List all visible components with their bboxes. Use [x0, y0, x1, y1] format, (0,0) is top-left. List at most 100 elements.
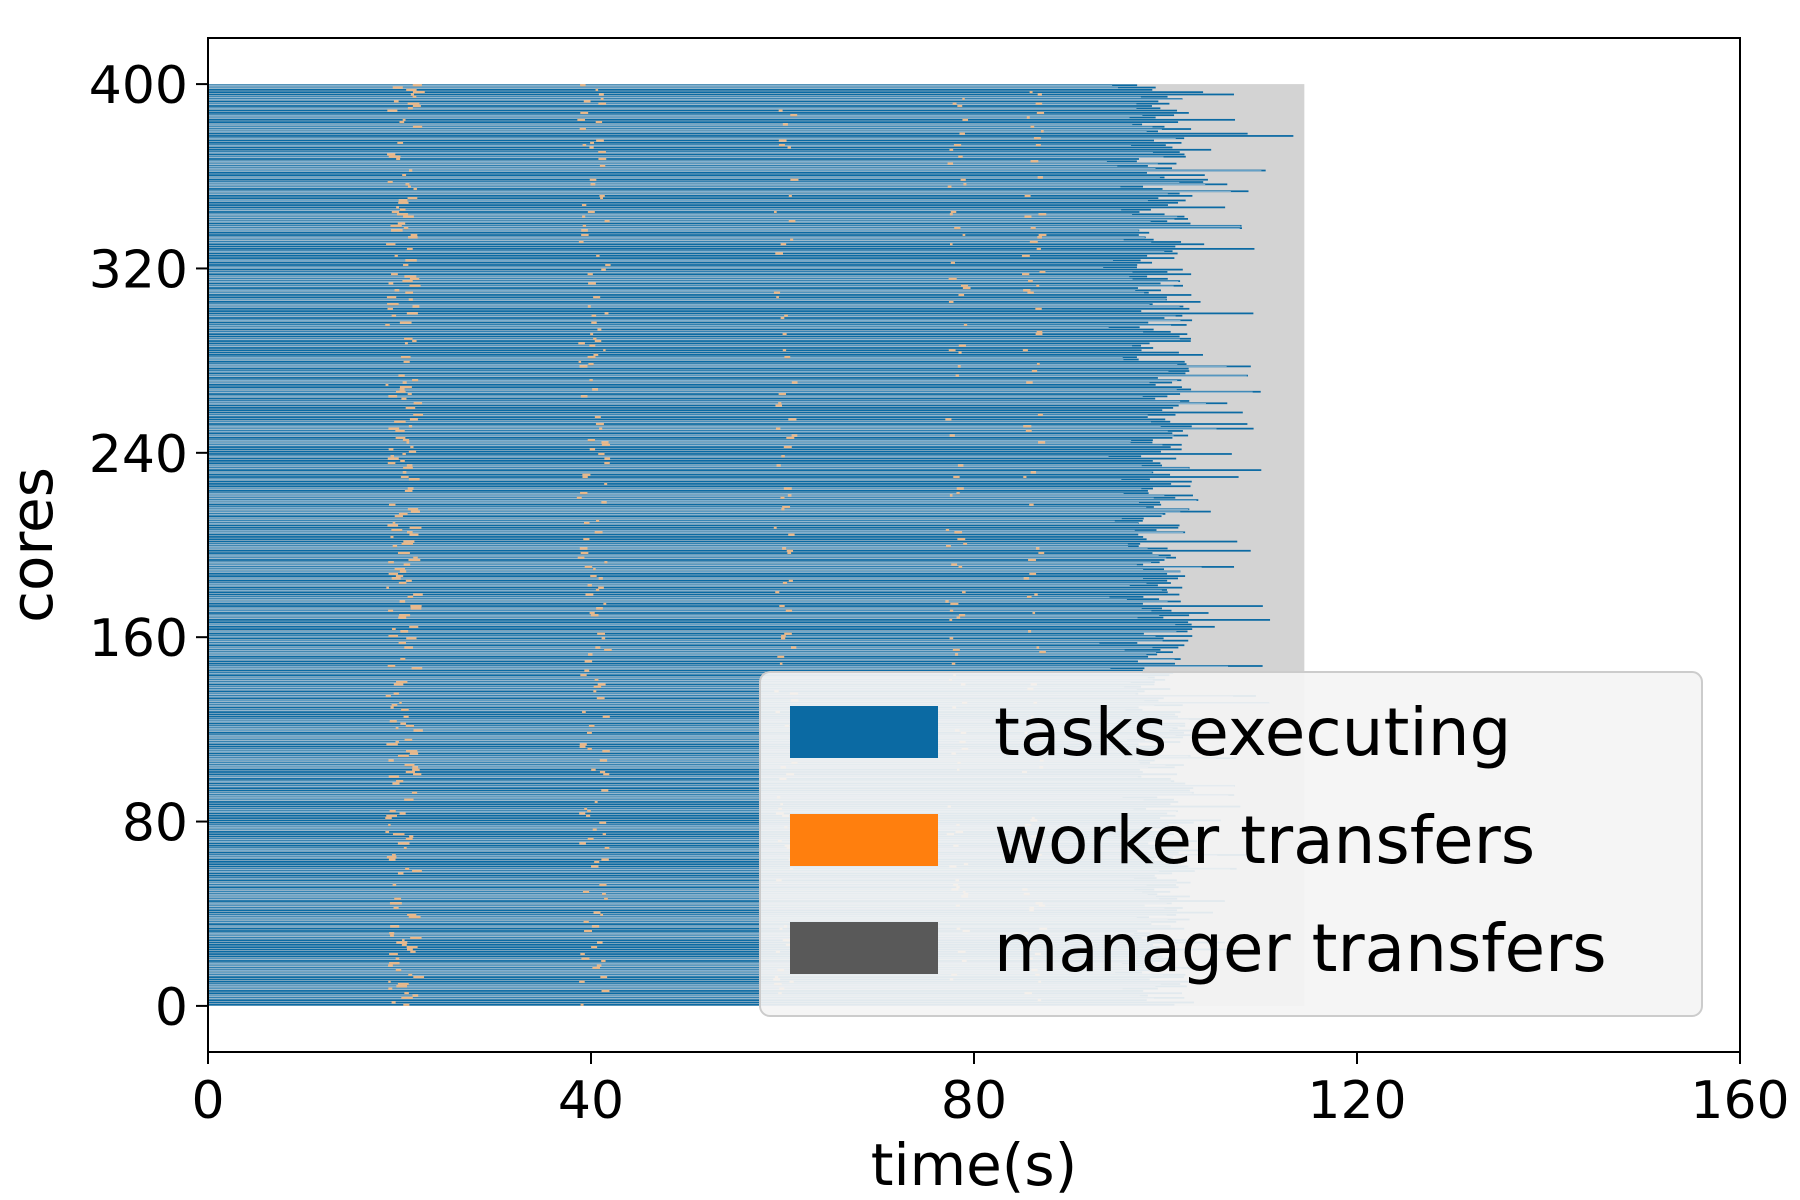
task-bar: [208, 851, 1179, 854]
worker-transfer-mark: [396, 157, 401, 161]
worker-transfer-mark: [393, 906, 399, 910]
worker-transfer-mark: [604, 897, 608, 900]
worker-transfer-mark: [1021, 254, 1030, 257]
task-gap-line: [208, 578, 1144, 580]
worker-transfer-mark: [409, 277, 420, 280]
worker-transfer-mark: [594, 860, 600, 864]
task-bar: [208, 711, 1181, 713]
task-gap-line: [208, 566, 1202, 568]
worker-transfer-mark: [790, 178, 799, 181]
legend-swatch-manager-transfers: [790, 922, 938, 974]
worker-transfer-mark: [403, 563, 411, 566]
task-bar: [208, 243, 1205, 246]
worker-transfer-mark: [388, 609, 394, 612]
task-bar: [208, 803, 1171, 806]
worker-transfer-mark: [580, 84, 586, 87]
worker-transfer-mark: [778, 392, 786, 396]
task-bar: [208, 407, 1174, 409]
worker-transfer-mark: [596, 964, 602, 967]
task-bar: [208, 536, 1144, 538]
worker-transfer-mark: [412, 91, 425, 94]
task-bar: [208, 602, 1143, 605]
worker-transfer-mark: [402, 471, 407, 474]
task-gap-line: [208, 285, 1174, 287]
task-bar: [208, 476, 1239, 478]
task-bar: [208, 342, 1150, 345]
worker-transfer-mark: [946, 545, 951, 548]
worker-transfer-mark: [389, 720, 397, 723]
task-gap-line: [208, 225, 1241, 227]
task-bar: [208, 139, 1155, 142]
worker-transfer-mark: [392, 833, 405, 836]
worker-transfer-mark: [397, 141, 404, 145]
worker-transfer-mark: [398, 201, 409, 204]
worker-transfer-mark: [1035, 547, 1040, 550]
worker-transfer-mark: [594, 800, 598, 804]
worker-transfer-mark: [584, 669, 590, 672]
worker-transfer-mark: [600, 913, 604, 917]
task-bar: [208, 1001, 1194, 1004]
task-bar: [208, 939, 1187, 942]
worker-transfer-mark: [782, 349, 787, 352]
worker-transfer-mark: [598, 452, 605, 456]
task-gap-line: [208, 488, 1142, 490]
worker-transfer-mark: [413, 729, 423, 732]
worker-transfer-mark: [396, 941, 408, 944]
worker-transfer-mark: [389, 902, 402, 905]
task-gap-line: [208, 292, 1145, 294]
worker-transfer-mark: [947, 162, 954, 165]
worker-transfer-mark: [391, 577, 401, 580]
task-bar: [208, 731, 1184, 734]
worker-transfer-mark: [404, 646, 413, 649]
task-gap-line: [208, 794, 1229, 796]
y-tick-label: 320: [89, 240, 188, 300]
task-bar: [208, 457, 1177, 460]
task-bar: [208, 171, 1147, 174]
worker-transfer-mark: [386, 743, 398, 746]
worker-transfer-mark: [949, 618, 953, 622]
worker-transfer-mark: [412, 84, 422, 87]
task-gap-line: [208, 442, 1131, 444]
worker-transfer-mark: [956, 491, 960, 495]
worker-transfer-mark: [585, 593, 594, 596]
worker-transfer-mark: [601, 268, 606, 271]
x-tick-label: 80: [941, 1071, 1007, 1131]
task-bar: [208, 174, 1205, 176]
worker-transfer-mark: [592, 388, 599, 391]
task-bar: [208, 349, 1142, 352]
worker-transfer-mark: [948, 277, 957, 280]
worker-transfer-mark: [581, 229, 588, 232]
worker-transfer-mark: [409, 418, 418, 421]
task-gap-line: [208, 983, 1161, 985]
task-bar: [208, 874, 1155, 877]
worker-transfer-mark: [387, 462, 396, 465]
worker-transfer-mark: [945, 528, 950, 532]
task-gap-line: [208, 776, 1138, 778]
task-bar: [208, 397, 1156, 400]
worker-transfer-mark: [593, 296, 601, 299]
worker-transfer-mark: [388, 823, 391, 827]
task-gap-line: [208, 304, 1150, 305]
worker-transfer-mark: [587, 210, 595, 214]
worker-transfer-mark: [1023, 289, 1031, 292]
worker-transfer-mark: [775, 427, 781, 430]
worker-transfer-mark: [945, 600, 949, 603]
worker-transfer-mark: [790, 238, 794, 241]
worker-transfer-mark: [593, 911, 601, 914]
worker-transfer-mark: [594, 531, 603, 534]
task-bar: [208, 282, 1161, 285]
task-gap-line: [208, 548, 1148, 550]
task-gap-line: [208, 522, 1139, 524]
worker-transfer-mark: [598, 93, 604, 96]
worker-transfer-mark: [390, 535, 394, 539]
task-gap-line: [208, 216, 1178, 218]
x-tick-label: 40: [558, 1071, 624, 1131]
task-bar: [208, 483, 1172, 485]
task-gap-line: [208, 963, 1123, 964]
worker-transfer-mark: [587, 356, 596, 359]
worker-transfer-mark: [400, 630, 409, 633]
worker-transfer-mark: [388, 980, 391, 983]
worker-transfer-mark: [777, 655, 785, 658]
worker-transfer-mark: [958, 565, 963, 569]
worker-transfer-mark: [1026, 381, 1033, 384]
